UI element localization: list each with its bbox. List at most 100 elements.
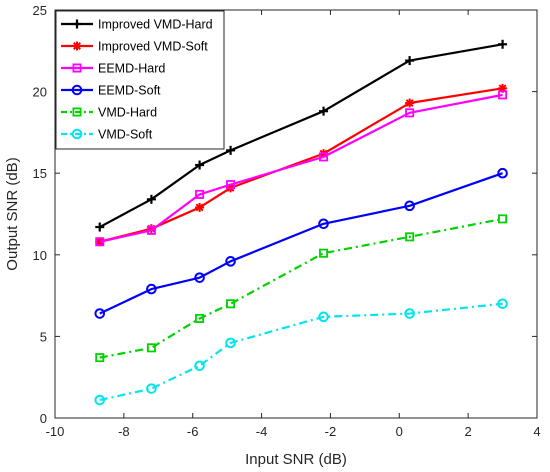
data-point — [404, 200, 415, 212]
x-axis-title: Input SNR (dB) — [245, 451, 347, 468]
y-tick-label: 5 — [40, 329, 47, 344]
legend-item: VMD-Hard — [61, 106, 157, 120]
series-layer — [94, 39, 508, 406]
data-point — [146, 283, 157, 295]
data-point — [498, 90, 508, 100]
marker — [194, 360, 205, 372]
data-point — [497, 167, 508, 179]
marker — [319, 248, 329, 258]
marker — [225, 337, 236, 349]
legend-label: Improved VMD-Hard — [98, 18, 213, 32]
legend-item: Improved VMD-Hard — [61, 18, 213, 32]
y-tick-label: 0 — [40, 411, 47, 426]
marker — [318, 218, 329, 230]
marker — [195, 203, 204, 212]
x-tick-label: -4 — [256, 424, 268, 439]
data-point — [95, 353, 105, 363]
marker — [195, 189, 205, 199]
data-point — [405, 56, 415, 66]
marker — [71, 84, 83, 96]
data-point — [226, 299, 236, 309]
data-point — [318, 311, 329, 323]
data-point — [405, 98, 415, 108]
x-tick-label: -6 — [187, 424, 199, 439]
marker — [405, 232, 415, 242]
data-point — [146, 194, 156, 204]
marker — [225, 256, 236, 267]
marker — [405, 108, 415, 118]
marker — [497, 167, 508, 179]
legend-item: Improved VMD-Soft — [61, 40, 208, 54]
legend-item: EEMD-Hard — [61, 62, 165, 76]
y-tick-label: 25 — [33, 3, 47, 18]
series-line — [99, 93, 503, 243]
marker — [94, 308, 106, 319]
data-point — [405, 232, 415, 242]
data-point — [195, 313, 205, 323]
marker — [318, 311, 329, 323]
data-point — [195, 160, 205, 170]
x-tick-label: -8 — [118, 424, 130, 439]
series-5 — [94, 298, 508, 406]
y-tick-label: 10 — [33, 248, 47, 263]
marker — [95, 353, 105, 363]
data-point — [226, 180, 236, 190]
data-point — [94, 394, 106, 406]
legend-label: Improved VMD-Soft — [98, 40, 208, 54]
marker — [497, 298, 508, 310]
marker — [146, 283, 157, 295]
marker — [226, 180, 236, 190]
x-tick-label: -2 — [325, 424, 337, 439]
marker — [226, 299, 236, 309]
marker — [405, 99, 414, 107]
marker — [404, 308, 415, 319]
data-point — [319, 106, 329, 116]
axis-ticks: -10 -8 -6 -4 -2 0 2 4 0 5 10 15 20 25 — [33, 3, 541, 439]
marker — [94, 394, 106, 406]
data-point — [194, 272, 205, 283]
data-point — [194, 360, 205, 372]
marker — [71, 128, 83, 140]
marker — [72, 107, 82, 117]
marker — [146, 343, 156, 353]
x-tick-label: -10 — [46, 424, 65, 439]
data-point — [195, 189, 205, 199]
x-tick-label: 4 — [533, 424, 540, 439]
x-tick-label: 2 — [465, 424, 472, 439]
data-point — [195, 202, 205, 212]
y-tick-label: 20 — [33, 85, 47, 100]
marker — [73, 42, 81, 50]
series-line — [99, 302, 503, 402]
data-point — [146, 383, 157, 394]
marker — [146, 383, 157, 394]
x-tick-label: 0 — [396, 424, 403, 439]
series-line — [99, 217, 503, 359]
data-point — [319, 248, 329, 258]
data-point — [95, 222, 105, 232]
data-point — [94, 308, 106, 319]
series-0 — [95, 39, 508, 232]
marker — [498, 90, 508, 100]
legend: Improved VMD-Hard Improved VMD-Soft EEMD-H… — [55, 10, 225, 150]
series-2 — [95, 90, 508, 247]
marker — [146, 225, 156, 235]
legend-item: EEMD-Soft — [61, 84, 161, 98]
data-point — [404, 308, 415, 319]
series-line — [99, 172, 503, 315]
legend-label: VMD-Hard — [98, 106, 157, 120]
legend-box — [55, 10, 225, 150]
marker — [404, 200, 415, 212]
data-point — [498, 214, 508, 224]
data-point — [498, 39, 508, 49]
data-point — [226, 145, 236, 155]
data-point — [225, 337, 236, 349]
series-3 — [94, 167, 508, 319]
marker — [195, 313, 205, 323]
data-point — [146, 343, 156, 353]
marker — [498, 214, 508, 224]
marker — [95, 237, 105, 247]
marker — [72, 63, 82, 73]
data-point — [225, 256, 236, 267]
legend-item: VMD-Soft — [61, 128, 153, 142]
